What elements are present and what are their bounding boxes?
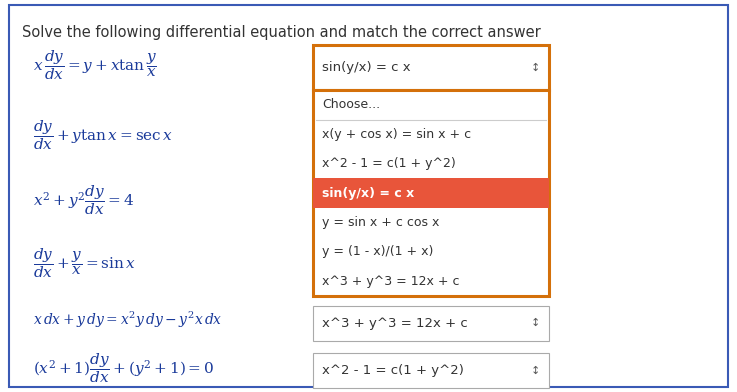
- Text: $x\,dx+y\,dy=x^2y\,dy-y^2x\,dx$: $x\,dx+y\,dy=x^2y\,dy-y^2x\,dx$: [33, 309, 223, 330]
- Text: ↕: ↕: [531, 365, 540, 376]
- Text: $x\,\dfrac{dy}{dx}=y+x\tan\dfrac{y}{x}$: $x\,\dfrac{dy}{dx}=y+x\tan\dfrac{y}{x}$: [33, 48, 157, 82]
- Text: x^2 - 1 = c(1 + y^2): x^2 - 1 = c(1 + y^2): [322, 157, 455, 170]
- Text: Solve the following differential equation and match the correct answer: Solve the following differential equatio…: [22, 25, 541, 40]
- FancyBboxPatch shape: [313, 45, 549, 90]
- FancyBboxPatch shape: [313, 353, 549, 388]
- Text: $x^2+y^2\dfrac{dy}{dx}=4$: $x^2+y^2\dfrac{dy}{dx}=4$: [33, 183, 134, 217]
- Text: Choose...: Choose...: [322, 98, 380, 111]
- Text: y = (1 - x)/(1 + x): y = (1 - x)/(1 + x): [322, 245, 433, 258]
- Text: ↕: ↕: [531, 63, 540, 73]
- Text: $\dfrac{dy}{dx}+\dfrac{y}{x}=\sin x$: $\dfrac{dy}{dx}+\dfrac{y}{x}=\sin x$: [33, 246, 136, 279]
- Text: $(x^2+1)\dfrac{dy}{dx}+(y^2+1)=0$: $(x^2+1)\dfrac{dy}{dx}+(y^2+1)=0$: [33, 352, 214, 385]
- FancyBboxPatch shape: [9, 5, 728, 387]
- Text: x^3 + y^3 = 12x + c: x^3 + y^3 = 12x + c: [322, 317, 468, 330]
- FancyBboxPatch shape: [313, 178, 549, 208]
- Text: x^3 + y^3 = 12x + c: x^3 + y^3 = 12x + c: [322, 275, 460, 288]
- Text: x(y + cos x) = sin x + c: x(y + cos x) = sin x + c: [322, 128, 471, 141]
- Text: $\dfrac{dy}{dx}+y\tan x=\sec x$: $\dfrac{dy}{dx}+y\tan x=\sec x$: [33, 118, 173, 152]
- Text: sin(y/x) = c x: sin(y/x) = c x: [322, 61, 411, 74]
- FancyBboxPatch shape: [313, 306, 549, 341]
- Text: x^2 - 1 = c(1 + y^2): x^2 - 1 = c(1 + y^2): [322, 364, 464, 377]
- FancyBboxPatch shape: [313, 90, 549, 296]
- Text: ↕: ↕: [531, 318, 540, 328]
- Text: y = sin x + c cos x: y = sin x + c cos x: [322, 216, 439, 229]
- Text: sin(y/x) = c x: sin(y/x) = c x: [322, 187, 414, 200]
